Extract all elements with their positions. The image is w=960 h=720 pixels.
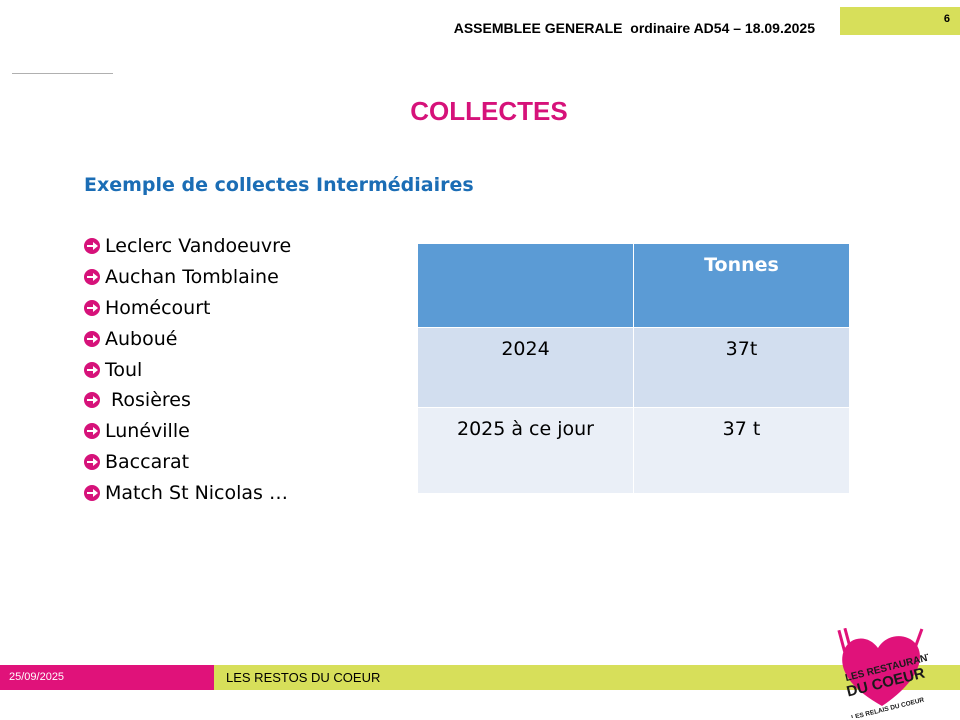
footer-org-bar: LES RESTOS DU COEUR: [214, 665, 960, 690]
restos-du-coeur-logo: LES RESTAURANTS DU COEUR LES RELAIS DU C…: [837, 628, 928, 718]
header-divider: [12, 73, 113, 74]
location-label: Baccarat: [105, 450, 190, 473]
tonnage-table: Tonnes 2024 37t 2025 à ce jour 37 t: [417, 243, 850, 494]
meeting-title: ASSEMBLEE GENERALE ordinaire AD54 – 18.0…: [453, 20, 815, 36]
footer-org: LES RESTOS DU COEUR: [226, 670, 381, 685]
list-item: Rosières: [84, 385, 291, 416]
list-item: Leclerc Vandoeuvre: [84, 231, 291, 262]
table-row: 2025 à ce jour 37 t: [417, 407, 850, 494]
slide-subtitle: Exemple de collectes Intermédiaires: [84, 174, 474, 196]
table-header-cell: Tonnes: [633, 243, 850, 328]
table-cell-year: 2025 à ce jour: [417, 407, 634, 494]
arrow-circle-right-icon: [84, 484, 100, 501]
table-header-row: Tonnes: [417, 243, 850, 328]
location-label: Match St Nicolas …: [105, 481, 288, 504]
page-number-box: 6: [840, 7, 960, 35]
table-cell-tonnes: 37t: [633, 327, 850, 408]
location-label: Auboué: [105, 327, 178, 350]
location-list: Leclerc Vandoeuvre Auchan Tomblaine Homé…: [84, 231, 291, 508]
arrow-circle-right-icon: [84, 423, 100, 440]
arrow-circle-right-icon: [84, 238, 100, 255]
list-item: Auchan Tomblaine: [84, 262, 291, 293]
table-cell-tonnes: 37 t: [633, 407, 850, 494]
list-item: Homécourt: [84, 293, 291, 324]
list-item: Lunéville: [84, 416, 291, 447]
location-label: Leclerc Vandoeuvre: [105, 235, 292, 258]
list-item: Match St Nicolas …: [84, 477, 291, 508]
table-cell-year: 2024: [417, 327, 634, 408]
arrow-circle-right-icon: [84, 269, 100, 286]
location-label: Homécourt: [105, 296, 211, 319]
page-number: 6: [943, 13, 950, 25]
location-label: Auchan Tomblaine: [105, 266, 279, 289]
list-item: Baccarat: [84, 447, 291, 478]
list-item: Toul: [84, 354, 291, 385]
location-label: Lunéville: [105, 420, 190, 443]
arrow-circle-right-icon: [84, 453, 100, 470]
arrow-circle-right-icon: [84, 330, 100, 347]
arrow-circle-right-icon: [84, 361, 100, 378]
slide-title: COLLECTES: [410, 96, 568, 126]
table-row: 2024 37t: [417, 327, 850, 408]
arrow-circle-right-icon: [84, 392, 100, 409]
list-item: Auboué: [84, 323, 291, 354]
location-label: Toul: [105, 358, 143, 381]
arrow-circle-right-icon: [84, 299, 100, 316]
footer-date-bar: 25/09/2025: [0, 665, 214, 690]
footer-date: 25/09/2025: [9, 671, 65, 683]
table-header-cell: [417, 243, 634, 328]
location-label: Rosières: [105, 389, 191, 412]
